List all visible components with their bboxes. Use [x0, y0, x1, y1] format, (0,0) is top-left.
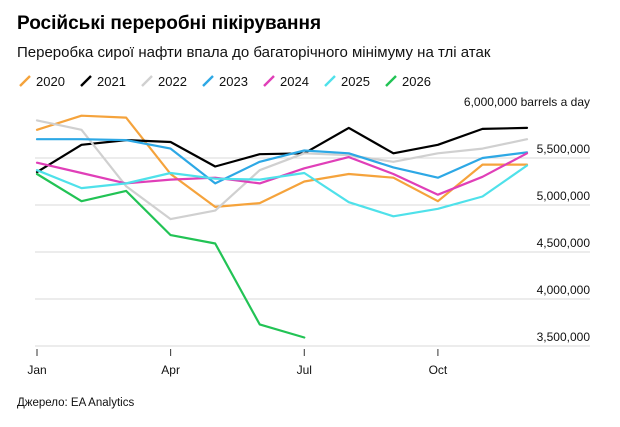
- series-line-2025: [35, 164, 529, 218]
- y-tick-label: 5,500,000: [537, 142, 591, 156]
- chart-subtitle: Переробка сирої нафти впала до багаторіч…: [17, 44, 491, 61]
- x-tick-label: Jan: [27, 363, 46, 377]
- legend-label-2020: 2020: [36, 74, 65, 89]
- source-note: Джерело: EA Analytics: [17, 397, 134, 409]
- legend-swatch-2021: [80, 75, 92, 87]
- y-tick-label: 4,000,000: [537, 283, 591, 297]
- legend: 2020 2021 2022 2023 2024 2025 2026: [19, 74, 431, 89]
- x-tick-label: Oct: [429, 363, 448, 377]
- legend-label-2021: 2021: [97, 74, 126, 89]
- y-tick-label: 6,000,000 barrels a day: [464, 95, 590, 109]
- series-line-2026: [35, 172, 306, 339]
- legend-label-2023: 2023: [219, 74, 248, 89]
- y-tick-label: 3,500,000: [537, 330, 591, 344]
- y-tick-label: 4,500,000: [537, 236, 591, 250]
- legend-swatch-2023: [202, 75, 214, 87]
- legend-label-2025: 2025: [341, 74, 370, 89]
- legend-swatch-2024: [263, 75, 275, 87]
- y-tick-label: 5,000,000: [537, 189, 591, 203]
- legend-label-2024: 2024: [280, 74, 309, 89]
- series-line-2022: [35, 119, 529, 221]
- gridlines: [35, 157, 590, 347]
- y-axis: 6,000,000 barrels a day 5,500,000 5,000,00…: [464, 95, 590, 344]
- x-axis: Jan Apr Jul Oct: [27, 349, 448, 377]
- legend-swatch-2026: [385, 75, 397, 87]
- legend-label-2022: 2022: [158, 74, 187, 89]
- series-line-2020: [35, 114, 529, 208]
- plot-area: [35, 114, 529, 339]
- legend-swatch-2022: [141, 75, 153, 87]
- legend-label-2026: 2026: [402, 74, 431, 89]
- chart-title: Російські переробні пікірування: [17, 13, 321, 34]
- legend-swatch-2020: [19, 75, 31, 87]
- legend-swatch-2025: [324, 75, 336, 87]
- series-line-2024: [35, 152, 529, 196]
- x-tick-label: Apr: [161, 363, 180, 377]
- x-tick-label: Jul: [297, 363, 312, 377]
- series-line-2023: [35, 138, 529, 185]
